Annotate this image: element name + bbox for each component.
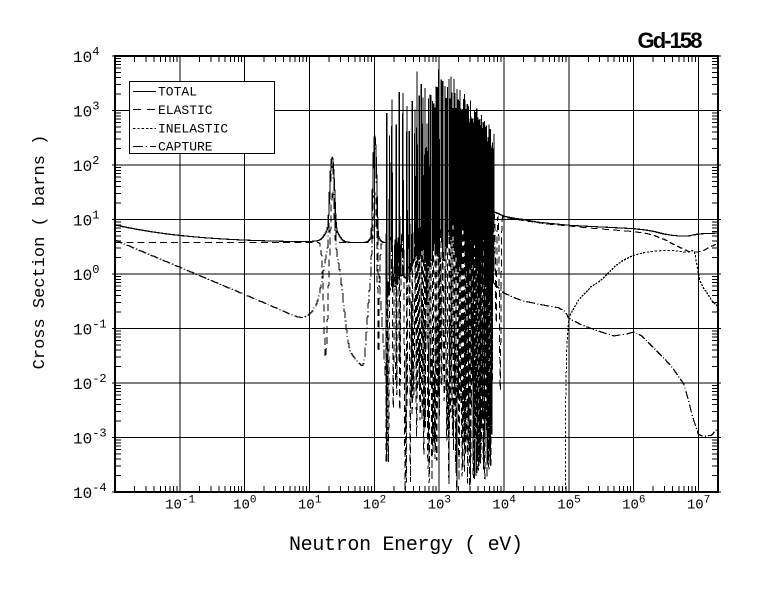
svg-text:Neutron Energy ( eV): Neutron Energy ( eV): [289, 534, 523, 557]
svg-text:TOTAL: TOTAL: [158, 85, 197, 100]
svg-text:CAPTURE: CAPTURE: [158, 140, 213, 155]
svg-text:ELASTIC: ELASTIC: [158, 103, 213, 118]
svg-text:Cross Section ( barns ): Cross Section ( barns ): [31, 135, 50, 370]
svg-text:INELASTIC: INELASTIC: [158, 122, 228, 137]
svg-text:Gd-158: Gd-158: [638, 28, 703, 53]
